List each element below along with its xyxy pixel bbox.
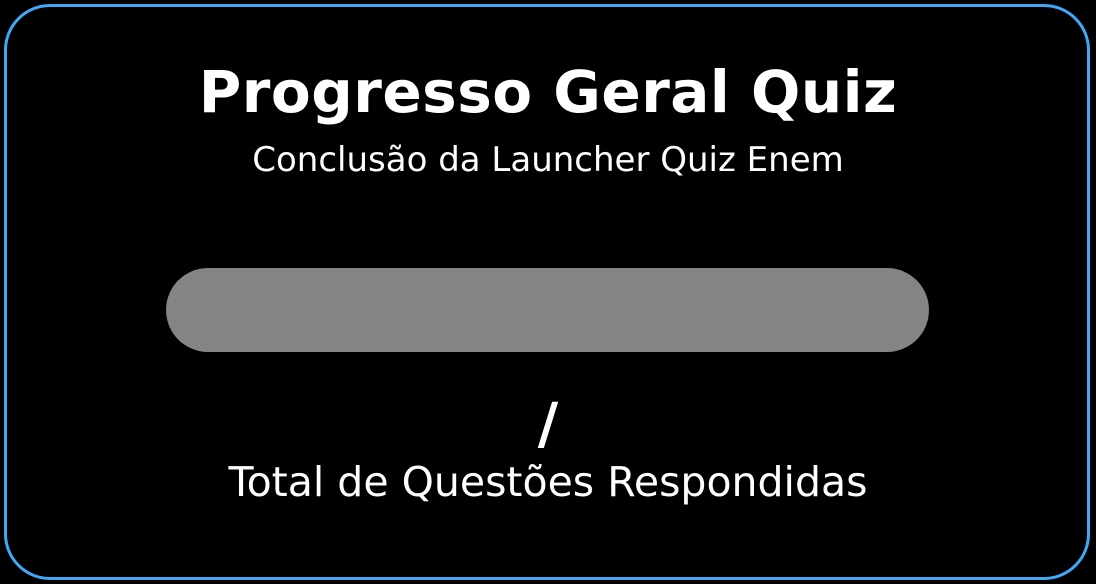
counter-separator: /	[537, 392, 559, 457]
page-title: Progresso Geral Quiz	[198, 58, 898, 126]
questions-counter: /	[0, 392, 1096, 457]
questions-answered-label: Total de Questões Respondidas	[228, 458, 868, 506]
progress-bar	[166, 268, 929, 352]
page-subtitle: Conclusão da Launcher Quiz Enem	[252, 140, 844, 180]
